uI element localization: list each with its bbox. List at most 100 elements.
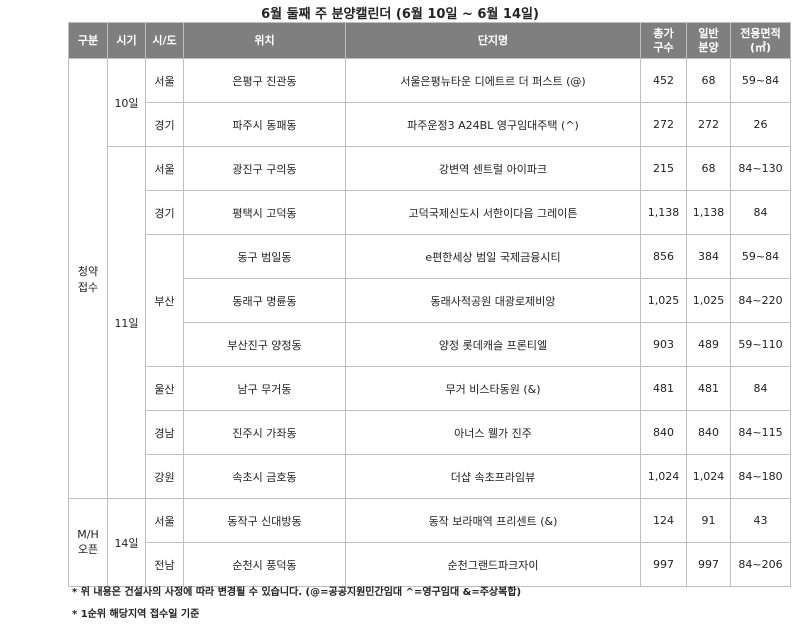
general-cell: 481 <box>686 366 731 411</box>
region-cell: 전남 <box>145 542 184 587</box>
total-cell: 1,024 <box>640 454 687 499</box>
header-row: 구분 시기 시/도 위치 단지명 총가 구수 일반 분양 전용면적 (㎡) <box>68 22 791 59</box>
total-cell: 452 <box>640 58 687 103</box>
region-cell: 경기 <box>145 190 184 235</box>
area-cell: 43 <box>730 498 791 543</box>
title: 6월 둘째 주 분양캘린더 (6월 10일 ~ 6월 14일) <box>261 7 539 22</box>
area-cell: 84 <box>730 366 791 411</box>
region-cell: 울산 <box>145 366 184 411</box>
total-cell: 124 <box>640 498 687 543</box>
location-cell: 속초시 금호동 <box>183 454 346 499</box>
general-cell: 1,138 <box>686 190 731 235</box>
complex-cell: e편한세상 범일 국제금융시티 <box>345 234 641 279</box>
row: 부산 동구 범일동 e편한세상 범일 국제금융시티 856 384 59~84 <box>69 234 791 367</box>
complex-cell: 양정 롯데캐슬 프론티엘 <box>345 322 641 367</box>
category-cell: 청약 접수 <box>68 58 108 499</box>
table-body: 청약 접수 10일 서울 은평구 진관동 서울은평뉴타운 디에트르 더 퍼스트 (@) 4… <box>68 58 791 587</box>
area-cell: 59~84 <box>730 58 791 103</box>
region-cell: 서울 <box>145 58 184 103</box>
total-cell: 903 <box>640 322 687 367</box>
header-cell: 일반 분양 <box>686 22 731 59</box>
area-cell: 59~110 <box>730 322 791 367</box>
header-cell: 총가 구수 <box>640 22 687 59</box>
header-cell: 구분 <box>68 22 108 59</box>
location-cell: 동구 범일동 <box>183 234 346 279</box>
row: M/H 오픈 14일 서울 동작구 신대방동 동작 보라매역 프리센트 (&) 124 91… <box>68 498 791 587</box>
complex-cell: 강변역 센트럴 아이파크 <box>345 146 641 191</box>
row: 경기 평택시 고덕동 고덕국제신도시 서한이다음 그레이튼 1,138 1,138 84 <box>69 190 791 235</box>
complex-cell: 고덕국제신도시 서한이다음 그레이튼 <box>345 190 641 235</box>
area-cell: 59~84 <box>730 234 791 279</box>
row: 울산 남구 무거동 무거 비스타동원 (&) 481 481 84 <box>69 366 791 411</box>
region-cell: 부산 <box>145 234 184 367</box>
row: 강원 속초시 금호동 더샵 속초프라임뷰 1,024 1,024 84~180 <box>69 454 791 499</box>
general-cell: 68 <box>686 146 731 191</box>
area-cell: 84 <box>730 190 791 235</box>
period-cell: 10일 <box>107 58 146 147</box>
region-cell: 경남 <box>145 410 184 455</box>
row: 11일 서울 광진구 구의동 강변역 센트럴 아이파크 215 68 84~130 <box>69 146 791 499</box>
region-cell: 경기 <box>145 102 184 147</box>
total-cell: 481 <box>640 366 687 411</box>
area-cell: 84~115 <box>730 410 791 455</box>
location-cell: 은평구 진관동 <box>183 58 346 103</box>
row: 전남 순천시 풍덕동 순천그랜드파크자이 997 997 84~206 <box>69 542 791 587</box>
header-cell: 단지명 <box>345 22 641 59</box>
region-cell: 서울 <box>145 146 184 191</box>
total-cell: 272 <box>640 102 687 147</box>
general-cell: 1,024 <box>686 454 731 499</box>
region-cell: 강원 <box>145 454 184 499</box>
general-cell: 997 <box>686 542 731 587</box>
area-cell: 84~130 <box>730 146 791 191</box>
calendar-table: 구분 시기 시/도 위치 단지명 총가 구수 일반 분양 전용면적 (㎡) 청약 접수 10일 서… <box>68 22 791 587</box>
complex-cell: 순천그랜드파크자이 <box>345 542 641 587</box>
general-cell: 384 <box>686 234 731 279</box>
period-cell: 11일 <box>107 146 146 499</box>
general-cell: 68 <box>686 58 731 103</box>
period-cell: 14일 <box>107 498 146 587</box>
row: 동래구 명륜동 동래사적공원 대광로제비앙 1,025 1,025 84~220 <box>69 278 791 323</box>
location-cell: 남구 무거동 <box>183 366 346 411</box>
header-cell: 시/도 <box>145 22 184 59</box>
location-cell: 파주시 동패동 <box>183 102 346 147</box>
total-cell: 1,138 <box>640 190 687 235</box>
general-cell: 489 <box>686 322 731 367</box>
location-cell: 평택시 고덕동 <box>183 190 346 235</box>
complex-cell: 아너스 웰가 진주 <box>345 410 641 455</box>
general-cell: 840 <box>686 410 731 455</box>
total-cell: 1,025 <box>640 278 687 323</box>
general-cell: 272 <box>686 102 731 147</box>
row: 경남 진주시 가좌동 아너스 웰가 진주 840 840 84~115 <box>69 410 791 455</box>
header-cell: 시기 <box>107 22 146 59</box>
location-cell: 동작구 신대방동 <box>183 498 346 543</box>
region-cell: 서울 <box>145 498 184 543</box>
note: * 위 내용은 건설사의 사정에 따라 변경될 수 있습니다. (@=공공지원민… <box>72 587 522 598</box>
area-cell: 84~220 <box>730 278 791 323</box>
location-cell: 광진구 구의동 <box>183 146 346 191</box>
header-cell: 전용면적 (㎡) <box>730 22 791 59</box>
total-cell: 840 <box>640 410 687 455</box>
complex-cell: 동래사적공원 대광로제비앙 <box>345 278 641 323</box>
location-cell: 동래구 명륜동 <box>183 278 346 323</box>
area-cell: 84~180 <box>730 454 791 499</box>
total-cell: 856 <box>640 234 687 279</box>
complex-cell: 무거 비스타동원 (&) <box>345 366 641 411</box>
complex-cell: 더샵 속초프라임뷰 <box>345 454 641 499</box>
location-cell: 진주시 가좌동 <box>183 410 346 455</box>
location-cell: 순천시 풍덕동 <box>183 542 346 587</box>
total-cell: 997 <box>640 542 687 587</box>
general-cell: 1,025 <box>686 278 731 323</box>
row: 경기 파주시 동패동 파주운정3 A24BL 영구임대주택 (^) 272 272 26 <box>69 102 791 147</box>
area-cell: 26 <box>730 102 791 147</box>
row: 부산진구 양정동 양정 롯데캐슬 프론티엘 903 489 59~110 <box>69 322 791 367</box>
note: * 1순위 해당지역 접수일 기준 <box>72 609 200 620</box>
complex-cell: 파주운정3 A24BL 영구임대주택 (^) <box>345 102 641 147</box>
header-cell: 위치 <box>183 22 346 59</box>
row: 청약 접수 10일 서울 은평구 진관동 서울은평뉴타운 디에트르 더 퍼스트 (@) 4… <box>68 58 791 499</box>
area-cell: 84~206 <box>730 542 791 587</box>
general-cell: 91 <box>686 498 731 543</box>
complex-cell: 동작 보라매역 프리센트 (&) <box>345 498 641 543</box>
category-cell: M/H 오픈 <box>68 498 108 587</box>
total-cell: 215 <box>640 146 687 191</box>
